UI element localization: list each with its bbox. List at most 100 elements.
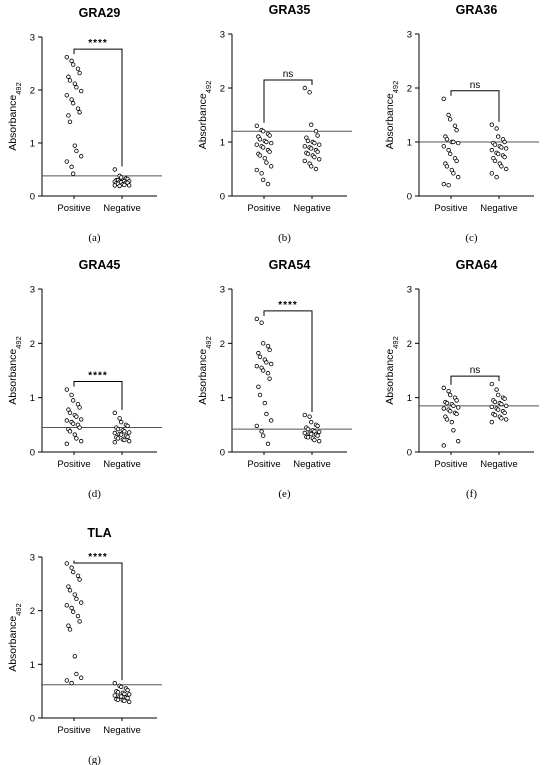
- data-point: [496, 134, 501, 139]
- data-point: [499, 416, 504, 421]
- data-point: [446, 112, 451, 118]
- data-point: [315, 423, 320, 429]
- panel-tla: TLA 0 1 2 3 Absorbance492 Positive Negative ****…: [7, 526, 162, 765]
- data-point: [444, 137, 450, 142]
- data-point: [315, 149, 320, 154]
- data-point: [74, 85, 79, 90]
- data-point: [444, 400, 450, 406]
- y-tick-label: 3: [220, 30, 225, 41]
- data-point: [309, 146, 314, 151]
- data-point: [64, 387, 69, 392]
- significance-bracket: [263, 310, 313, 413]
- data-point: [67, 588, 73, 593]
- data-point: [441, 406, 446, 411]
- data-point: [302, 412, 307, 418]
- data-point: [64, 678, 69, 683]
- series-positive: [64, 561, 84, 686]
- data-point: [112, 440, 117, 445]
- data-point: [492, 142, 498, 147]
- data-point: [317, 438, 322, 444]
- data-point: [122, 691, 127, 697]
- data-point: [66, 584, 71, 589]
- data-point: [117, 416, 122, 421]
- data-point: [504, 146, 509, 151]
- data-point: [254, 423, 259, 429]
- data-point: [74, 436, 79, 441]
- data-point: [122, 182, 127, 188]
- data-point: [115, 436, 121, 441]
- y-tick-label: 2: [220, 339, 225, 350]
- data-point: [315, 133, 320, 138]
- data-point: [257, 354, 263, 360]
- panel-caption: (c): [465, 232, 478, 244]
- data-point: [315, 433, 320, 438]
- data-point: [112, 430, 117, 436]
- data-point: [312, 437, 317, 443]
- data-point: [78, 438, 84, 444]
- data-point: [448, 117, 453, 122]
- y-tick-label: 0: [30, 192, 35, 203]
- data-point: [264, 360, 269, 365]
- data-point: [126, 692, 132, 697]
- data-point: [269, 361, 274, 367]
- panel-gra54: GRA54 0 1 2 3 Absorbance492 Positive Negative **…: [197, 258, 352, 500]
- data-point: [309, 122, 314, 127]
- data-point: [64, 54, 69, 60]
- y-tick-label: 1: [220, 138, 225, 149]
- x-tick-label: Positive: [434, 203, 467, 214]
- series-positive: [441, 385, 461, 448]
- data-point: [261, 128, 266, 134]
- data-point: [70, 569, 76, 575]
- data-point: [70, 62, 76, 67]
- data-point: [448, 151, 453, 157]
- data-point: [64, 561, 69, 566]
- data-point: [257, 392, 263, 398]
- data-point: [456, 438, 461, 444]
- significance-label: ns: [470, 365, 481, 376]
- data-point: [70, 398, 76, 403]
- data-point: [302, 430, 307, 436]
- data-point: [305, 426, 311, 432]
- panel-gra45: GRA45 0 1 2 3 Absorbance492 Positive Negative **…: [7, 258, 162, 500]
- data-point: [496, 151, 501, 157]
- y-axis-label: Absorbance492: [7, 603, 23, 672]
- data-point: [264, 139, 269, 145]
- data-point: [78, 417, 84, 422]
- series-negative: [489, 381, 509, 425]
- data-point: [69, 164, 74, 170]
- data-point: [64, 418, 69, 423]
- y-tick-label: 1: [407, 138, 412, 149]
- data-point: [69, 605, 74, 611]
- data-point: [259, 429, 264, 434]
- data-point: [264, 411, 269, 417]
- data-point: [64, 159, 69, 164]
- data-point: [118, 419, 124, 425]
- data-point: [446, 182, 451, 188]
- data-point: [504, 403, 509, 409]
- data-point: [454, 158, 459, 164]
- data-point: [75, 613, 81, 619]
- data-point: [454, 398, 459, 403]
- data-point: [494, 126, 499, 131]
- panel-title: GRA36: [456, 3, 498, 17]
- data-point: [489, 147, 494, 153]
- significance-bracket: [73, 48, 123, 167]
- data-point: [502, 154, 507, 160]
- data-point: [69, 58, 74, 64]
- data-point: [64, 603, 69, 608]
- data-point: [122, 437, 127, 443]
- data-point: [70, 101, 76, 106]
- data-point: [254, 167, 259, 173]
- series-positive: [64, 54, 84, 176]
- data-point: [441, 385, 446, 391]
- x-tick-label: Positive: [57, 203, 90, 214]
- data-point: [502, 410, 507, 416]
- data-point: [451, 139, 456, 145]
- y-axis-label: Absorbance492: [197, 81, 213, 150]
- data-point: [256, 384, 261, 389]
- significance-label: ns: [283, 69, 294, 80]
- panel-caption: (f): [466, 488, 477, 500]
- y-axis-label: Absorbance492: [7, 336, 23, 405]
- data-point: [309, 419, 314, 425]
